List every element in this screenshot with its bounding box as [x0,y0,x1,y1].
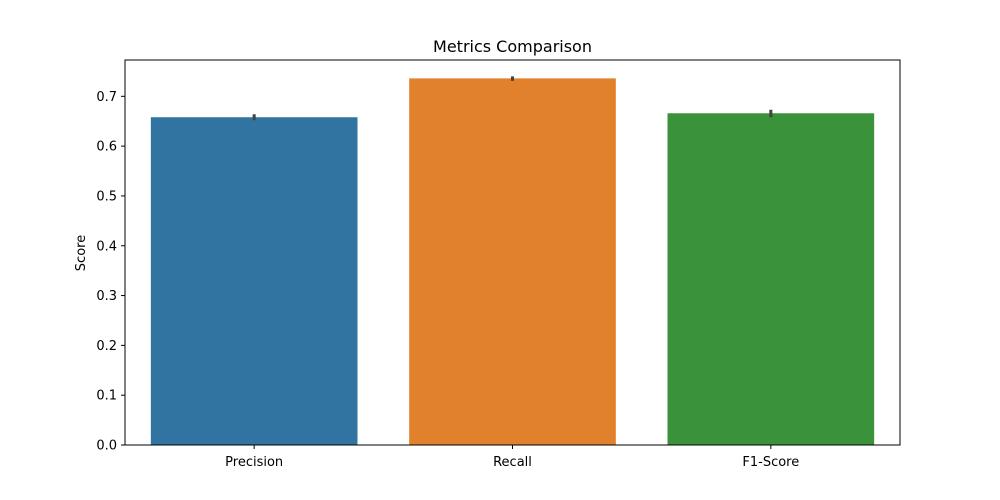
y-tick-label: 0.7 [96,90,117,105]
bar-recall [409,78,616,446]
bars-layer [150,78,875,446]
y-tick-label: 0.3 [96,289,117,304]
y-tick-label: 0.6 [96,140,117,155]
chart-title: Metrics Comparison [433,37,592,56]
x-tick-label: Precision [225,455,283,470]
y-tick-label: 0.4 [96,239,117,254]
y-axis: 0.0 0.1 0.2 0.3 0.4 0.5 0.6 0.7 [96,90,125,454]
y-tick-label: 0.5 [96,189,117,204]
y-tick-label: 0.0 [96,439,117,454]
y-tick-label: 0.1 [96,389,117,404]
bar-precision [150,117,358,446]
x-tick-label: F1-Score [742,455,799,470]
error-bars-layer [252,76,773,121]
y-axis-title: Score [74,235,89,271]
x-axis: Precision Recall F1-Score [225,445,799,470]
x-tick-label: Recall [493,455,532,470]
bar-f1-score [667,113,875,445]
y-tick-label: 0.2 [96,339,117,354]
